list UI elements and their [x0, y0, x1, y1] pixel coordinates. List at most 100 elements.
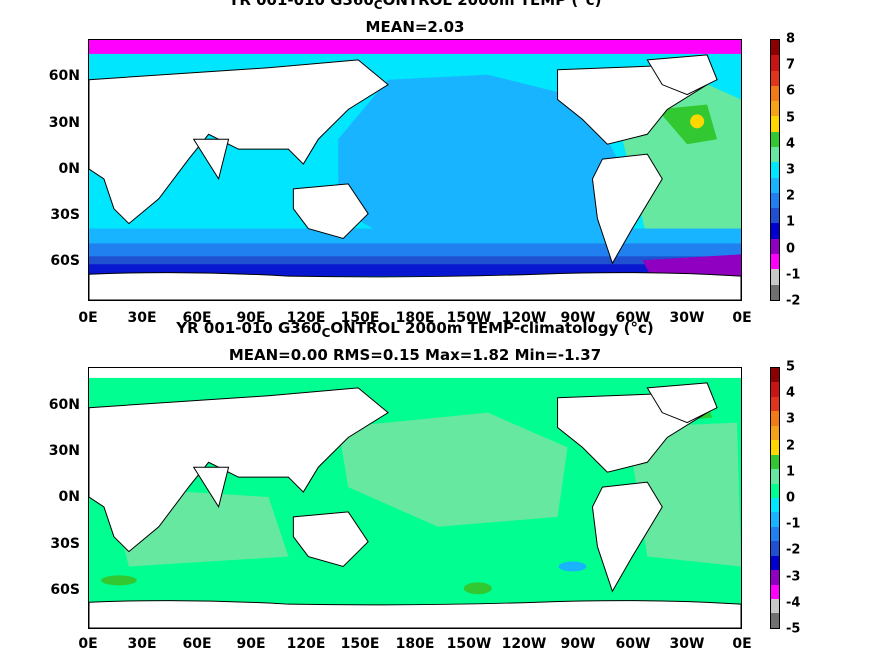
- panel-1-title-line-2: MEAN=2.03: [365, 18, 465, 36]
- colorbar-tick-label: 1: [786, 464, 796, 480]
- colorbar-segment: [771, 238, 779, 254]
- colorbar-tick-label: -5: [786, 621, 801, 637]
- colorbar-segment: [771, 101, 779, 117]
- colorbar-tick-label: 2: [786, 438, 796, 454]
- colorbar-tick-label: -1: [786, 516, 801, 532]
- colorbar-tick-label: 0: [786, 490, 796, 506]
- colorbar-segment: [771, 483, 779, 498]
- map-1: [88, 39, 742, 301]
- lat-tick-60s: 60S: [50, 253, 80, 269]
- colorbar-segment: [771, 497, 779, 513]
- colorbar-segment: [771, 599, 779, 614]
- colorbar-segment: [771, 555, 779, 571]
- colorbar-tick-label: -2: [786, 542, 801, 558]
- colorbar-segment: [771, 269, 779, 285]
- lat-tick-0n: 0N: [58, 489, 80, 505]
- lon-tick: 90W: [560, 310, 596, 326]
- colorbar-segment: [771, 116, 779, 132]
- colorbar-segment: [771, 396, 779, 412]
- colorbar-tick-label: 1: [786, 214, 796, 230]
- colorbar-segment: [771, 570, 779, 585]
- colorbar-tick-label: 7: [786, 57, 796, 73]
- colorbar-segment: [771, 162, 779, 178]
- colorbar-segment: [771, 526, 779, 542]
- colorbar-segment: [771, 425, 779, 441]
- lon-tick: 150E: [340, 310, 380, 326]
- colorbar-segment: [771, 40, 779, 56]
- lon-tick: 120E: [286, 310, 326, 326]
- colorbar-tick-label: -2: [786, 293, 801, 309]
- colorbar-tick-label: 3: [786, 411, 796, 427]
- lon-tick: 0E: [732, 636, 752, 652]
- colorbar-segment: [771, 223, 779, 239]
- colorbar-segment: [771, 411, 779, 426]
- colorbar-segment: [771, 253, 779, 270]
- colorbar-segment: [771, 440, 779, 455]
- lat-tick-0n: 0N: [58, 161, 80, 177]
- colorbar-segment: [771, 177, 779, 193]
- lon-tick: 150W: [446, 636, 492, 652]
- colorbar-segment: [771, 70, 779, 86]
- colorbar-tick-label: 5: [786, 110, 796, 126]
- lon-tick: 30W: [669, 310, 705, 326]
- colorbar-segment: [771, 284, 779, 300]
- colorbar-tick-label: -4: [786, 595, 801, 611]
- lon-tick: 90W: [560, 636, 596, 652]
- panel-2-title-line-2: MEAN=0.00 RMS=0.15 Max=1.82 Min=-1.37: [228, 346, 602, 364]
- lon-tick: 60W: [615, 636, 651, 652]
- lon-tick: 0E: [78, 310, 98, 326]
- colorbar-segment: [771, 382, 779, 397]
- lon-tick: 30E: [127, 310, 157, 326]
- lon-tick: 60E: [182, 310, 212, 326]
- lat-tick-30s: 30S: [50, 207, 80, 223]
- lat-tick-30n: 30N: [48, 443, 80, 459]
- lon-tick: 90E: [236, 310, 266, 326]
- colorbar-tick-label: -1: [786, 267, 801, 283]
- lat-tick-30s: 30S: [50, 536, 80, 552]
- lon-tick: 120W: [501, 636, 547, 652]
- lon-tick: 120W: [501, 310, 547, 326]
- lon-tick: 60W: [615, 310, 651, 326]
- colorbar-segment: [771, 131, 779, 147]
- colorbar-segment: [771, 368, 779, 383]
- lon-tick: 30E: [127, 636, 157, 652]
- colorbar-tick-label: -3: [786, 569, 801, 585]
- colorbar-tick-label: 8: [786, 31, 796, 47]
- lon-tick: 0E: [732, 310, 752, 326]
- lon-tick: 180E: [395, 636, 435, 652]
- colorbar-segment: [771, 613, 779, 628]
- colorbar-tick-label: 0: [786, 241, 796, 257]
- colorbar-segment: [771, 208, 779, 224]
- colorbar-tick-label: 3: [786, 162, 796, 178]
- colorbar-segment: [771, 85, 779, 102]
- colorbar-segment: [771, 55, 779, 71]
- colorbar-segment: [771, 192, 779, 209]
- colorbar-tick-label: 4: [786, 385, 796, 401]
- lat-tick-60n: 60N: [48, 397, 80, 413]
- colorbar-segment: [771, 541, 779, 556]
- lon-tick: 150E: [340, 636, 380, 652]
- colorbar-tick-label: 2: [786, 188, 796, 204]
- lat-tick-60n: 60N: [48, 68, 80, 84]
- colorbar-segment: [771, 584, 779, 599]
- colorbar-tick-label: 5: [786, 359, 796, 375]
- colorbar-tick-label: 4: [786, 136, 796, 152]
- lat-tick-60s: 60S: [50, 582, 80, 598]
- lat-tick-30n: 30N: [48, 115, 80, 131]
- colorbar-tick-label: 6: [786, 83, 796, 99]
- colorbar-segment: [771, 512, 779, 527]
- panel-1-title-line-1: YR 001-010 G360CONTROL 2000m TEMP (°c): [228, 0, 602, 12]
- panel-2-title-line-1: YR 001-010 G360CONTROL 2000m TEMP-climat…: [176, 319, 654, 340]
- lon-tick: 180E: [395, 310, 435, 326]
- colorbar-2: [770, 367, 780, 629]
- colorbar-segment: [771, 146, 779, 163]
- colorbar-1: [770, 39, 780, 301]
- lon-tick: 120E: [286, 636, 326, 652]
- lon-tick: 0E: [78, 636, 98, 652]
- colorbar-segment: [771, 454, 779, 470]
- colorbar-segment: [771, 469, 779, 484]
- lon-tick: 90E: [236, 636, 266, 652]
- lon-tick: 30W: [669, 636, 705, 652]
- map-2: [88, 367, 742, 629]
- lon-tick: 150W: [446, 310, 492, 326]
